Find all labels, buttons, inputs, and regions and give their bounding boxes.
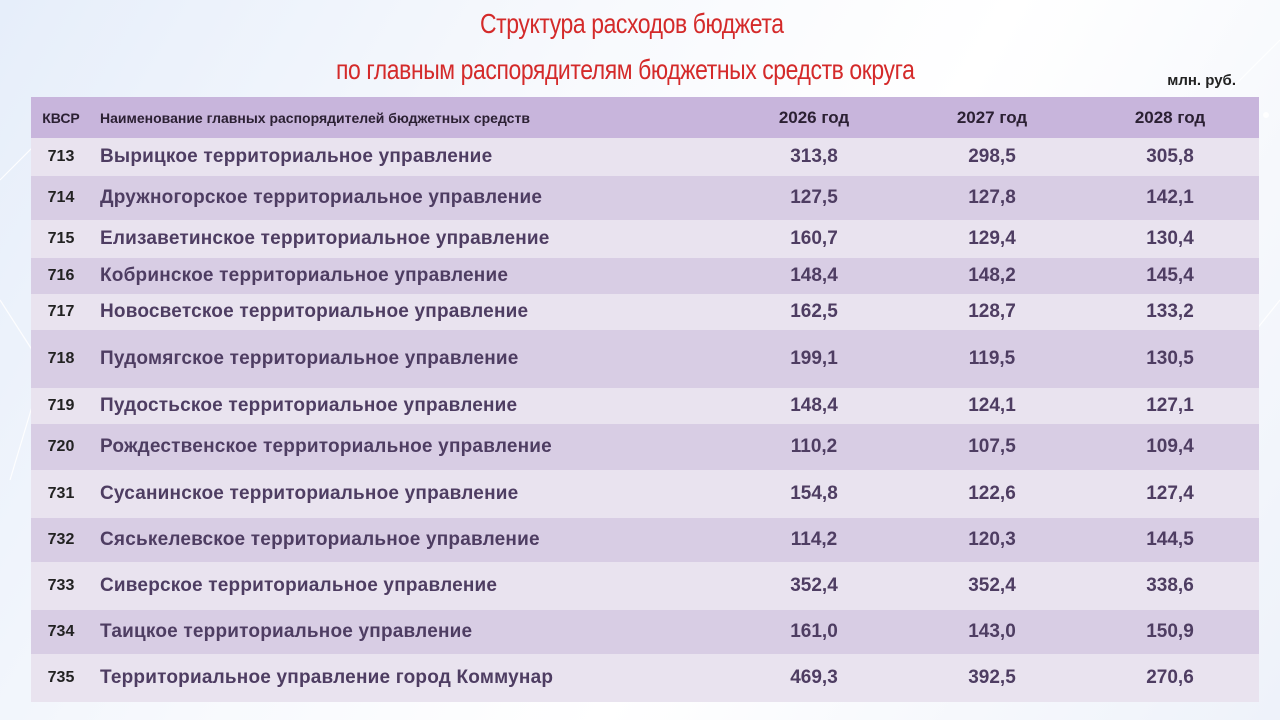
page-title-line-2: по главным распорядителям бюджетных сред… [336, 54, 915, 85]
cell-2027: 129,4 [903, 220, 1081, 258]
table-row: 733 Сиверское территориальное управление 3… [31, 562, 1259, 610]
cell-2028: 142,1 [1081, 176, 1259, 220]
cell-2028: 109,4 [1081, 424, 1259, 470]
table-row: 720 Рождественское территориальное управл… [31, 424, 1259, 470]
cell-2026: 162,5 [725, 294, 903, 330]
cell-2028: 127,1 [1081, 388, 1259, 424]
table-row: 717 Новосветское территориальное управлен… [31, 294, 1259, 330]
cell-2026: 199,1 [725, 330, 903, 388]
cell-2027: 392,5 [903, 654, 1081, 702]
cell-kvsr: 715 [31, 220, 91, 258]
cell-name: Рождественское территориальное управлени… [91, 424, 725, 470]
cell-2026: 313,8 [725, 138, 903, 176]
cell-name: Новосветское территориальное управление [91, 294, 725, 330]
cell-2026: 154,8 [725, 470, 903, 518]
table-row: 715 Елизаветинское территориальное управл… [31, 220, 1259, 258]
table-row: 734 Таицкое территориальное управление 161… [31, 610, 1259, 654]
cell-2028: 130,5 [1081, 330, 1259, 388]
cell-name: Елизаветинское территориальное управлени… [91, 220, 725, 258]
cell-2026: 148,4 [725, 258, 903, 294]
table-row: 731 Сусанинское территориальное управлени… [31, 470, 1259, 518]
table-row: 718 Пудомягское территориальное управлени… [31, 330, 1259, 388]
cell-2028: 127,4 [1081, 470, 1259, 518]
table-row: 713 Вырицкое территориальное управление 31… [31, 138, 1259, 176]
cell-2026: 127,5 [725, 176, 903, 220]
cell-name: Пудомягское территориальное управление [91, 330, 725, 388]
cell-name: Кобринское территориальное управление [91, 258, 725, 294]
cell-kvsr: 717 [31, 294, 91, 330]
cell-kvsr: 734 [31, 610, 91, 654]
cell-2027: 122,6 [903, 470, 1081, 518]
cell-2026: 160,7 [725, 220, 903, 258]
cell-name: Вырицкое территориальное управление [91, 138, 725, 176]
cell-2028: 150,9 [1081, 610, 1259, 654]
cell-2027: 298,5 [903, 138, 1081, 176]
cell-name: Таицкое территориальное управление [91, 610, 725, 654]
cell-kvsr: 714 [31, 176, 91, 220]
cell-kvsr: 718 [31, 330, 91, 388]
cell-2027: 148,2 [903, 258, 1081, 294]
cell-2028: 305,8 [1081, 138, 1259, 176]
page-title-line-1: Структура расходов бюджета [480, 8, 784, 39]
cell-2028: 270,6 [1081, 654, 1259, 702]
cell-kvsr: 735 [31, 654, 91, 702]
cell-name: Сиверское территориальное управление [91, 562, 725, 610]
cell-2027: 352,4 [903, 562, 1081, 610]
cell-2028: 145,4 [1081, 258, 1259, 294]
table-row: 735 Территориальное управление город Комм… [31, 654, 1259, 702]
cell-2027: 143,0 [903, 610, 1081, 654]
table-header-row: КВСР Наименование главных распорядителей… [31, 97, 1259, 138]
cell-kvsr: 731 [31, 470, 91, 518]
cell-2026: 148,4 [725, 388, 903, 424]
budget-table: КВСР Наименование главных распорядителей… [31, 97, 1259, 702]
cell-2028: 338,6 [1081, 562, 1259, 610]
cell-kvsr: 716 [31, 258, 91, 294]
cell-name: Дружногорское территориальное управление [91, 176, 725, 220]
cell-2028: 133,2 [1081, 294, 1259, 330]
cell-2027: 127,8 [903, 176, 1081, 220]
table-row: 732 Сяськелевское территориальное управле… [31, 518, 1259, 562]
cell-name: Сяськелевское территориальное управление [91, 518, 725, 562]
header-2027: 2027 год [903, 97, 1081, 138]
cell-kvsr: 719 [31, 388, 91, 424]
units-label: млн. руб. [1167, 72, 1236, 89]
cell-name: Сусанинское территориальное управление [91, 470, 725, 518]
cell-name: Территориальное управление город Коммуна… [91, 654, 725, 702]
cell-kvsr: 720 [31, 424, 91, 470]
cell-2028: 144,5 [1081, 518, 1259, 562]
cell-2027: 119,5 [903, 330, 1081, 388]
header-kvsr: КВСР [31, 97, 91, 138]
header-2028: 2028 год [1081, 97, 1259, 138]
table-row: 716 Кобринское территориальное управление… [31, 258, 1259, 294]
header-2026: 2026 год [725, 97, 903, 138]
cell-kvsr: 733 [31, 562, 91, 610]
header-name: Наименование главных распорядителей бюдж… [91, 97, 725, 138]
cell-2026: 114,2 [725, 518, 903, 562]
cell-2027: 107,5 [903, 424, 1081, 470]
cell-2028: 130,4 [1081, 220, 1259, 258]
cell-2027: 124,1 [903, 388, 1081, 424]
cell-name: Пудостьское территориальное управление [91, 388, 725, 424]
cell-2026: 110,2 [725, 424, 903, 470]
cell-2026: 161,0 [725, 610, 903, 654]
table-row: 719 Пудостьское территориальное управлени… [31, 388, 1259, 424]
cell-kvsr: 732 [31, 518, 91, 562]
cell-2026: 469,3 [725, 654, 903, 702]
cell-2026: 352,4 [725, 562, 903, 610]
table-row: 714 Дружногорское территориальное управле… [31, 176, 1259, 220]
cell-kvsr: 713 [31, 138, 91, 176]
cell-2027: 128,7 [903, 294, 1081, 330]
cell-2027: 120,3 [903, 518, 1081, 562]
